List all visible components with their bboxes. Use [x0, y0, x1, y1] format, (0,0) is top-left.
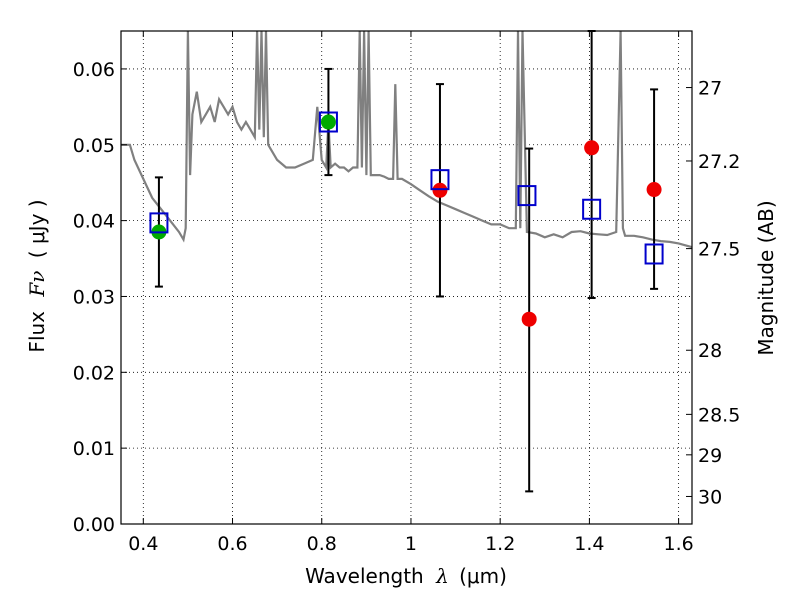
y-axis-symbol: Fν — [25, 271, 49, 298]
y-axis-unit: ( μJy ) — [25, 199, 49, 258]
y2-tick-label: 30 — [698, 486, 722, 508]
x-tick-label: 0.8 — [307, 533, 337, 555]
green-data-point — [320, 114, 336, 130]
model-flux-box — [318, 111, 338, 133]
red-data-point — [584, 140, 600, 156]
grid-lines — [121, 31, 692, 525]
x-axis-title: Wavelength λ (μm) — [305, 564, 507, 588]
x-axis-unit: (μm) — [459, 564, 507, 588]
red-data-point — [646, 182, 662, 198]
model-spectrum-line — [121, 31, 692, 249]
y2-tick-label: 28 — [698, 340, 722, 362]
x-axis-symbol: λ — [435, 564, 449, 588]
red-data-point — [432, 182, 448, 198]
x-tick-label: 0.6 — [217, 533, 247, 555]
model-flux-box — [517, 185, 537, 207]
y-tick-label: 0.06 — [73, 59, 115, 81]
red-data-point — [521, 311, 537, 327]
y2-tick-label: 29 — [698, 445, 722, 467]
plot-frame — [120, 30, 693, 525]
x-tick-label: 1.6 — [664, 533, 694, 555]
y-tick-label: 0.00 — [73, 514, 115, 536]
model-flux-box — [430, 169, 450, 191]
model-flux-box — [644, 243, 664, 265]
y-tick-label: 0.05 — [73, 135, 115, 157]
x-tick-label: 0.4 — [128, 533, 158, 555]
errorbar-layer — [154, 30, 659, 493]
y-axis-label: Flux — [25, 311, 49, 353]
model-flux-box — [149, 212, 169, 234]
y-tick-label: 0.02 — [73, 362, 115, 384]
points-layer — [149, 111, 664, 327]
model-spectrum-layer — [121, 31, 692, 249]
y2-tick-label: 27.5 — [698, 239, 740, 261]
axis-ticks: 0.4 0.6 0.8 1 1.2 1.4 1.6 0.00 0.01 0.02 0.03 0.04 0… — [73, 31, 740, 555]
y2-tick-label: 27 — [698, 78, 722, 100]
y-axis-title: Flux Fν ( μJy ) — [25, 199, 49, 352]
x-tick-label: 1 — [405, 533, 417, 555]
x-axis-label: Wavelength — [305, 564, 424, 588]
y2-axis-title: Magnitude (AB) — [754, 200, 778, 355]
y-tick-label: 0.03 — [73, 286, 115, 308]
y2-tick-label: 27.2 — [698, 151, 740, 173]
y2-tick-label: 28.5 — [698, 404, 740, 426]
model-flux-box — [582, 198, 602, 220]
y-tick-label: 0.01 — [73, 438, 115, 460]
x-tick-label: 1.2 — [485, 533, 515, 555]
x-tick-label: 1.4 — [574, 533, 604, 555]
y-tick-label: 0.04 — [73, 211, 115, 233]
